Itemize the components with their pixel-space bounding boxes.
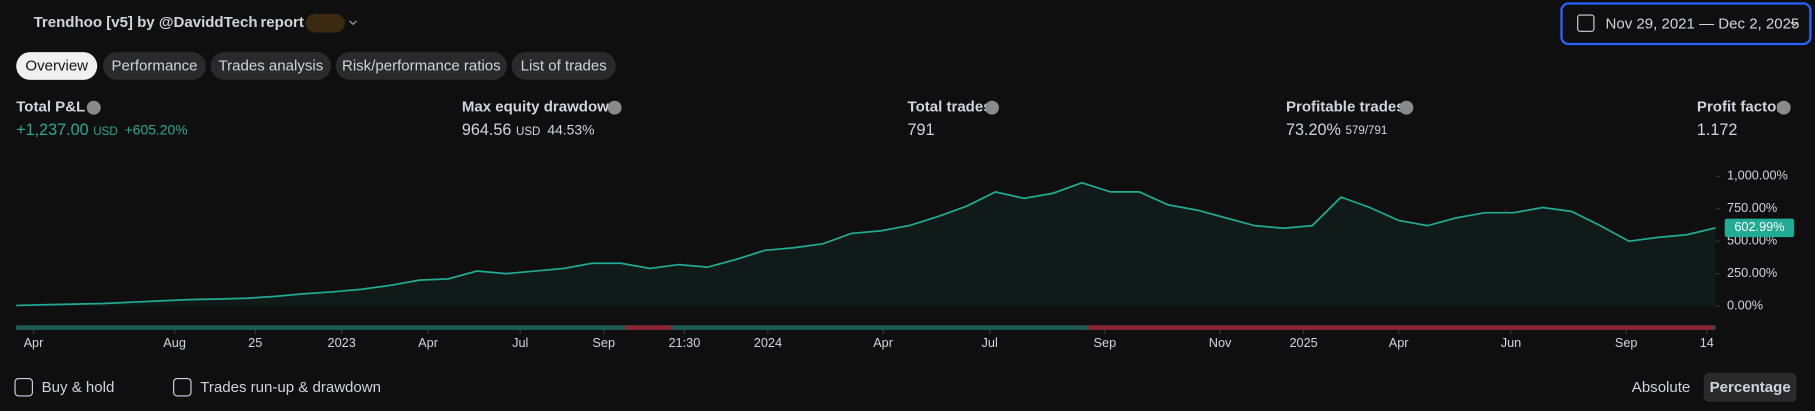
toggle[interactable]: Absolute — [1632, 379, 1691, 396]
toggle-bg[interactable] — [1703, 372, 1797, 402]
tab-label: Trades analysis — [219, 58, 324, 75]
x-tick-label: Sep — [1615, 335, 1638, 350]
stat-label: Max equity drawdown — [462, 99, 618, 116]
x-tick-label: Sep — [1094, 335, 1117, 350]
report-label: report — [260, 14, 303, 31]
stat-unit: USD — [516, 126, 540, 138]
y-tick-label: 750.00% — [1727, 200, 1777, 215]
tab-label: List of trades — [521, 58, 607, 75]
current-value-label: 602.99% — [1734, 219, 1784, 234]
info-icon[interactable] — [607, 100, 622, 115]
date-range: Nov 29, 2021 — Dec 2, 2025 — [1605, 15, 1799, 32]
checkbox-label: Trades run-up & drawdown — [200, 379, 381, 396]
x-tick-label: Apr — [418, 335, 439, 350]
tab[interactable] — [103, 52, 207, 80]
stat-extra: +605.20% — [125, 122, 188, 138]
x-tick-label: Jul — [982, 335, 998, 350]
y-tick-label: 250.00% — [1727, 265, 1777, 280]
stat-unit: USD — [93, 126, 117, 138]
tab[interactable] — [210, 52, 332, 80]
x-tick-label: Nov — [1209, 335, 1232, 350]
trade-strip-loss — [1088, 325, 1714, 330]
stat-value: +1,237.00 — [16, 121, 88, 139]
stat-value: 791 — [907, 121, 934, 139]
checkbox[interactable] — [14, 377, 33, 397]
x-tick-label: Jun — [1501, 335, 1522, 350]
info-icon[interactable] — [985, 100, 999, 115]
x-tick-label: 25 — [248, 335, 262, 350]
equity-area — [16, 182, 1716, 307]
trade-strip-loss — [625, 325, 672, 330]
stat-value: 1.172 — [1697, 121, 1738, 139]
y-tick-label: 1,000.00% — [1727, 168, 1788, 183]
tab[interactable] — [511, 52, 616, 80]
x-tick-label: 2025 — [1289, 335, 1317, 350]
x-tick-label: 21:30 — [668, 335, 700, 350]
info-icon[interactable] — [1776, 100, 1791, 115]
stat-label: Total P&L — [16, 99, 85, 116]
x-tick-label: Jul — [512, 335, 528, 350]
x-tick-label: Apr — [24, 335, 45, 350]
tab-label: Performance — [111, 58, 197, 75]
x-tick-label: Apr — [1389, 335, 1410, 350]
calendar-icon — [1577, 14, 1595, 32]
toggle[interactable]: Percentage — [1710, 379, 1791, 396]
stat-extra: 579/791 — [1346, 125, 1388, 137]
badge — [305, 13, 345, 33]
dropdown-icon[interactable] — [349, 20, 357, 26]
checkbox-label: Buy & hold — [42, 379, 115, 396]
x-tick-label: Aug — [163, 335, 186, 350]
tab[interactable] — [16, 52, 98, 80]
tab-label: Overview — [25, 58, 88, 75]
x-tick-label: Apr — [873, 335, 894, 350]
checkbox[interactable] — [173, 377, 192, 397]
x-tick-label: 14 — [1700, 335, 1714, 350]
stat-label: Profitable trades — [1286, 99, 1405, 116]
date-range-button[interactable] — [1560, 2, 1812, 46]
trade-strip — [16, 325, 1716, 330]
stat-extra: 44.53% — [547, 122, 594, 138]
equity-line — [16, 181, 1716, 307]
y-tick-label: 0.00% — [1727, 297, 1763, 312]
info-icon[interactable] — [1399, 100, 1414, 115]
x-tick-label: 2023 — [328, 335, 356, 350]
info-icon[interactable] — [86, 100, 101, 115]
x-tick-label: Sep — [592, 335, 615, 350]
stat-label: Profit factor — [1697, 99, 1782, 116]
tab-label: Risk/performance ratios — [342, 58, 501, 75]
tab[interactable] — [335, 52, 507, 80]
x-tick-label: 2024 — [754, 335, 782, 350]
dropdown-icon — [1790, 21, 1799, 27]
stat-label: Total trades — [907, 99, 991, 116]
strategy-title: Trendhoo [v5] by @DaviddTech — [34, 14, 258, 31]
stat-value: 73.20% — [1286, 121, 1341, 139]
current-value-tag — [1724, 218, 1795, 238]
stat-value: 964.56 — [462, 121, 512, 139]
